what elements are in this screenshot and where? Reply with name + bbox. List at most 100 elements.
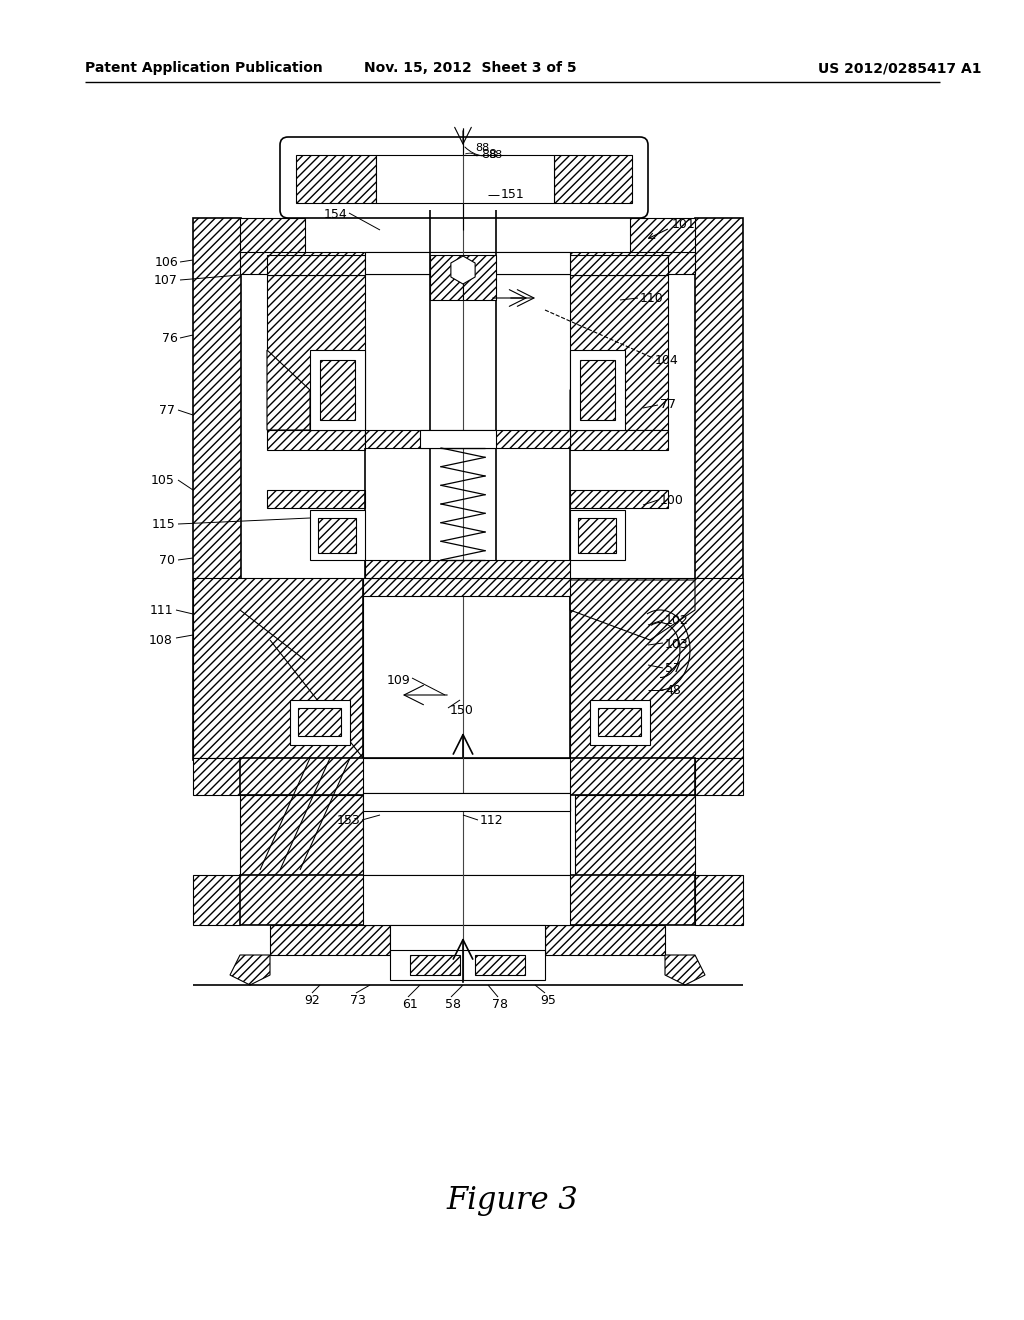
Text: 109: 109 bbox=[386, 673, 410, 686]
Bar bbox=[193, 218, 241, 760]
Bar bbox=[570, 578, 743, 758]
Bar bbox=[598, 708, 641, 737]
Text: 77: 77 bbox=[159, 404, 175, 417]
Text: 107: 107 bbox=[155, 273, 178, 286]
Bar bbox=[580, 360, 615, 420]
Bar bbox=[362, 578, 570, 597]
Text: 111: 111 bbox=[150, 603, 173, 616]
Bar bbox=[240, 218, 305, 256]
Text: 150: 150 bbox=[450, 704, 474, 717]
Bar bbox=[430, 255, 463, 300]
Text: 110: 110 bbox=[640, 292, 664, 305]
Bar bbox=[362, 758, 570, 795]
Bar bbox=[365, 560, 570, 578]
Bar bbox=[270, 925, 390, 954]
Text: 153: 153 bbox=[336, 813, 360, 826]
Text: 88: 88 bbox=[465, 147, 502, 160]
Text: 108: 108 bbox=[150, 634, 173, 647]
Bar bbox=[420, 430, 496, 447]
Polygon shape bbox=[230, 954, 270, 985]
Bar bbox=[390, 925, 545, 954]
Polygon shape bbox=[451, 256, 475, 284]
Bar bbox=[376, 154, 554, 203]
Bar bbox=[267, 255, 365, 275]
Bar bbox=[365, 252, 570, 275]
Polygon shape bbox=[695, 875, 743, 925]
Bar bbox=[193, 578, 362, 758]
Bar bbox=[362, 808, 570, 875]
Text: 58: 58 bbox=[445, 998, 461, 1011]
Text: 95: 95 bbox=[540, 994, 556, 1006]
Bar bbox=[570, 490, 668, 508]
Bar bbox=[240, 795, 362, 875]
Text: 78: 78 bbox=[492, 998, 508, 1011]
Text: Nov. 15, 2012  Sheet 3 of 5: Nov. 15, 2012 Sheet 3 of 5 bbox=[364, 61, 577, 75]
Bar bbox=[362, 793, 570, 810]
Text: US 2012/0285417 A1: US 2012/0285417 A1 bbox=[818, 61, 982, 75]
Text: Patent Application Publication: Patent Application Publication bbox=[85, 61, 323, 75]
Bar bbox=[545, 925, 665, 954]
Bar bbox=[578, 517, 616, 553]
Bar bbox=[554, 154, 632, 203]
Bar bbox=[240, 875, 695, 925]
Text: 88: 88 bbox=[481, 149, 497, 161]
Bar bbox=[410, 954, 460, 975]
Text: 88: 88 bbox=[475, 143, 489, 153]
Bar bbox=[296, 154, 376, 203]
Bar bbox=[310, 510, 365, 560]
Bar bbox=[570, 255, 668, 275]
Bar bbox=[290, 700, 350, 744]
Polygon shape bbox=[193, 758, 270, 795]
Bar bbox=[570, 510, 625, 560]
Text: 57: 57 bbox=[665, 661, 681, 675]
Text: 151: 151 bbox=[501, 189, 524, 202]
Bar bbox=[463, 255, 496, 300]
Polygon shape bbox=[663, 758, 743, 795]
Bar bbox=[319, 360, 355, 420]
Bar bbox=[475, 954, 525, 975]
Bar bbox=[240, 252, 695, 275]
Text: Figure 3: Figure 3 bbox=[446, 1184, 578, 1216]
Text: 100: 100 bbox=[660, 494, 684, 507]
Polygon shape bbox=[267, 350, 310, 430]
Bar bbox=[365, 430, 570, 447]
Text: 48: 48 bbox=[665, 684, 681, 697]
Polygon shape bbox=[570, 350, 625, 430]
Bar bbox=[575, 795, 695, 875]
Bar bbox=[695, 218, 743, 760]
Text: 154: 154 bbox=[324, 209, 347, 222]
Bar bbox=[362, 875, 570, 925]
Text: 105: 105 bbox=[152, 474, 175, 487]
Bar bbox=[318, 517, 356, 553]
Text: 106: 106 bbox=[155, 256, 178, 268]
Bar bbox=[267, 490, 365, 508]
Bar bbox=[267, 275, 365, 430]
Text: 92: 92 bbox=[304, 994, 319, 1006]
Bar bbox=[310, 350, 365, 430]
Bar bbox=[630, 218, 695, 256]
Bar bbox=[240, 758, 695, 795]
Bar bbox=[298, 708, 341, 737]
Bar bbox=[570, 430, 668, 450]
Text: 115: 115 bbox=[152, 519, 175, 532]
Text: 112: 112 bbox=[480, 813, 504, 826]
Text: 76: 76 bbox=[162, 331, 178, 345]
Text: 104: 104 bbox=[655, 354, 679, 367]
Bar bbox=[590, 700, 650, 744]
Bar bbox=[390, 950, 545, 979]
Bar bbox=[267, 430, 365, 450]
Bar bbox=[570, 350, 625, 430]
Text: 61: 61 bbox=[402, 998, 418, 1011]
Polygon shape bbox=[570, 579, 695, 640]
Bar bbox=[362, 793, 570, 810]
Text: 101: 101 bbox=[672, 219, 695, 231]
Text: 103: 103 bbox=[665, 639, 689, 652]
Text: 70: 70 bbox=[159, 553, 175, 566]
Polygon shape bbox=[193, 875, 240, 925]
Bar bbox=[570, 275, 668, 430]
FancyBboxPatch shape bbox=[280, 137, 648, 218]
Text: 77: 77 bbox=[660, 399, 676, 412]
Polygon shape bbox=[665, 954, 705, 985]
Text: 102: 102 bbox=[665, 614, 689, 627]
Text: 73: 73 bbox=[350, 994, 366, 1006]
